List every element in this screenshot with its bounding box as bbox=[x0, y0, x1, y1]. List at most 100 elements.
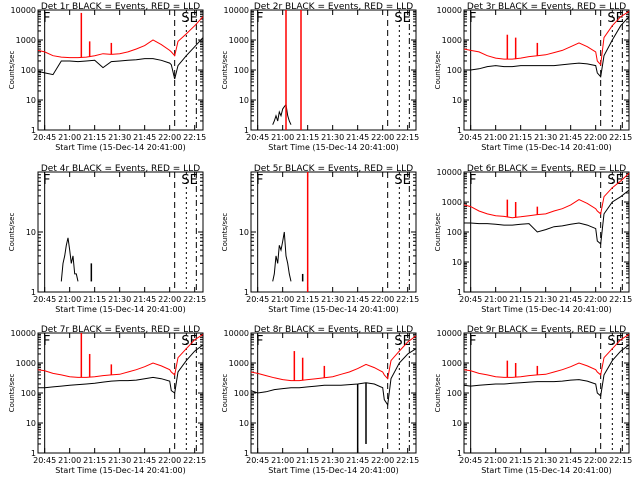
region-label: SE bbox=[394, 173, 410, 188]
chart-panel-3: Det 3r BLACK = Events, RED = LLD 1 10 100 10… bbox=[434, 2, 632, 152]
y-tick-label: 1 bbox=[244, 449, 249, 458]
x-tick-label: 21:00 bbox=[271, 456, 294, 465]
region-label: SE bbox=[607, 173, 623, 188]
x-tick-label: 21:00 bbox=[58, 133, 81, 142]
x-tick-label: 20:45 bbox=[33, 133, 56, 142]
series-line-lld bbox=[37, 16, 204, 59]
x-tick-label: 22:15 bbox=[396, 295, 419, 304]
x-tick-label: 20:45 bbox=[246, 133, 269, 142]
region-label: F bbox=[469, 334, 476, 349]
x-tick-label: 21:45 bbox=[133, 295, 156, 304]
region-label: SE bbox=[181, 334, 197, 349]
region-label: F bbox=[43, 173, 50, 188]
plot-frame bbox=[250, 332, 417, 454]
y-tick-label: 10 bbox=[26, 96, 36, 105]
plot-frame bbox=[37, 9, 204, 131]
y-tick-label: 100 bbox=[234, 389, 249, 398]
region-label: F bbox=[43, 334, 50, 349]
y-tick-label: 10 bbox=[452, 419, 462, 428]
x-tick-label: 21:15 bbox=[83, 295, 106, 304]
x-tick-label: 21:45 bbox=[559, 456, 582, 465]
series-line-events bbox=[464, 189, 630, 245]
y-tick-label: 1 bbox=[31, 288, 36, 297]
x-tick-label: 21:00 bbox=[271, 295, 294, 304]
x-tick-label: 21:45 bbox=[559, 133, 582, 142]
panel-title: Det 9r BLACK = Events, RED = LLD bbox=[467, 325, 626, 335]
panel-title: Det 1r BLACK = Events, RED = LLD bbox=[41, 2, 200, 12]
y-tick-label: 1 bbox=[457, 288, 462, 297]
x-tick-label: 22:15 bbox=[609, 295, 632, 304]
x-tick-label: 21:00 bbox=[484, 133, 507, 142]
x-tick-label: 21:45 bbox=[559, 295, 582, 304]
x-tick-label: 22:15 bbox=[609, 133, 632, 142]
series-line-events bbox=[272, 231, 292, 282]
series-line-lld bbox=[463, 10, 630, 66]
panel-title: Det 5r BLACK = Events, RED = LLD bbox=[254, 164, 413, 174]
x-tick-label: 21:30 bbox=[321, 456, 344, 465]
x-tick-label: 21:00 bbox=[58, 295, 81, 304]
series-line-events bbox=[272, 103, 292, 125]
x-tick-label: 22:15 bbox=[183, 295, 206, 304]
x-tick-label: 21:00 bbox=[271, 133, 294, 142]
series-line-events bbox=[250, 348, 417, 407]
y-axis-label: Counts/sec bbox=[8, 374, 16, 413]
y-tick-label: 10000 bbox=[11, 6, 36, 15]
region-label: F bbox=[469, 11, 476, 26]
chart-panel-1: Det 1r BLACK = Events, RED = LLD 1 10 100 10… bbox=[8, 2, 206, 152]
chart-panel-2: Det 2r BLACK = Events, RED = LLD 1 10 100 10… bbox=[221, 2, 419, 152]
chart-panel-7: Det 7r BLACK = Events, RED = LLD 1 10 100 10… bbox=[8, 325, 206, 475]
x-tick-label: 21:45 bbox=[346, 295, 369, 304]
x-tick-label: 21:30 bbox=[534, 133, 557, 142]
x-tick-label: 22:00 bbox=[158, 456, 181, 465]
x-tick-label: 20:45 bbox=[459, 456, 482, 465]
x-tick-label: 22:00 bbox=[371, 295, 394, 304]
x-tick-label: 21:30 bbox=[321, 295, 344, 304]
y-tick-label: 1000 bbox=[16, 359, 36, 368]
series-line-lld bbox=[37, 333, 204, 378]
x-tick-label: 21:15 bbox=[509, 456, 532, 465]
x-tick-label: 21:00 bbox=[484, 295, 507, 304]
x-tick-label: 22:15 bbox=[183, 133, 206, 142]
y-tick-label: 10 bbox=[239, 419, 249, 428]
y-tick-label: 10000 bbox=[224, 329, 249, 338]
x-axis-label: Start Time (15-Dec-14 20:41:00) bbox=[55, 143, 186, 152]
x-tick-label: 22:00 bbox=[371, 133, 394, 142]
x-tick-label: 22:00 bbox=[371, 456, 394, 465]
region-label: SE bbox=[181, 173, 197, 188]
chart-panel-9: Det 9r BLACK = Events, RED = LLD 1 10 100 10… bbox=[434, 325, 632, 475]
chart-panel-8: Det 8r BLACK = Events, RED = LLD 1 10 100 10… bbox=[221, 325, 419, 475]
plot-frame bbox=[250, 9, 417, 131]
x-tick-label: 20:45 bbox=[246, 456, 269, 465]
x-tick-label: 22:00 bbox=[584, 133, 607, 142]
y-tick-label: 1000 bbox=[229, 359, 249, 368]
x-tick-label: 21:30 bbox=[108, 133, 131, 142]
x-tick-label: 22:15 bbox=[396, 133, 419, 142]
series-line-lld bbox=[250, 335, 417, 382]
x-tick-label: 20:45 bbox=[459, 133, 482, 142]
x-tick-label: 22:15 bbox=[183, 456, 206, 465]
region-label: SE bbox=[607, 334, 623, 349]
plot-frame bbox=[463, 9, 630, 131]
plot-frame bbox=[37, 171, 204, 293]
y-tick-label: 1 bbox=[244, 288, 249, 297]
panel-title: Det 7r BLACK = Events, RED = LLD bbox=[41, 325, 200, 335]
y-tick-label: 10 bbox=[26, 228, 36, 237]
x-tick-label: 21:30 bbox=[321, 133, 344, 142]
y-tick-label: 1 bbox=[31, 126, 36, 135]
y-tick-label: 1 bbox=[457, 449, 462, 458]
chart-panel-4: Det 4r BLACK = Events, RED = LLD 1 10 20:45… bbox=[8, 164, 206, 314]
x-axis-label: Start Time (15-Dec-14 20:41:00) bbox=[55, 466, 186, 475]
y-tick-label: 1000 bbox=[16, 36, 36, 45]
x-axis-label: Start Time (15-Dec-14 20:41:00) bbox=[481, 466, 612, 475]
x-tick-label: 21:15 bbox=[296, 456, 319, 465]
x-tick-label: 22:00 bbox=[158, 133, 181, 142]
y-tick-label: 1000 bbox=[442, 198, 462, 207]
region-label: F bbox=[256, 173, 263, 188]
x-tick-label: 20:45 bbox=[459, 295, 482, 304]
plot-frame bbox=[463, 171, 630, 293]
panel-title: Det 2r BLACK = Events, RED = LLD bbox=[254, 2, 413, 12]
y-tick-label: 10000 bbox=[224, 6, 249, 15]
y-axis-label: Counts/sec bbox=[434, 213, 442, 252]
x-tick-label: 21:00 bbox=[58, 456, 81, 465]
